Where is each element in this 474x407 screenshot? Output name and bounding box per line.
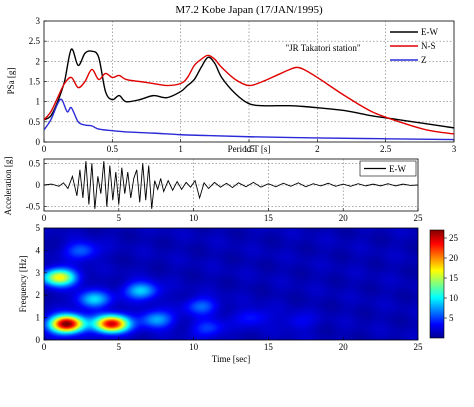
acceleration-ytick-label: 0 bbox=[36, 180, 41, 190]
heatmap-xlabel: Time [sec] bbox=[212, 354, 250, 364]
heatmap-x-ticks: 0 5 10 15 20 25 bbox=[42, 337, 423, 352]
acceleration-xtick-label: 10 bbox=[189, 213, 199, 223]
spectrum-legend: E-W N-S Z bbox=[390, 27, 438, 65]
colorbar-tick-label: 10 bbox=[449, 293, 459, 303]
colorbar-tick-label: 20 bbox=[449, 253, 459, 263]
spectrum-series-n-s bbox=[44, 54, 454, 135]
spectrum-xtick-label: 1.5 bbox=[243, 144, 255, 154]
heatmap-plot-area bbox=[44, 228, 418, 340]
acceleration-xtick-label: 15 bbox=[264, 213, 274, 223]
colorbar bbox=[429, 229, 445, 339]
spectrum-xtick-label: 3 bbox=[452, 144, 457, 154]
acceleration-xtick-label: 20 bbox=[339, 213, 349, 223]
acceleration-legend-box bbox=[359, 160, 417, 177]
heatmap-xtick-label: 5 bbox=[117, 342, 122, 352]
spectrum-ytick-label: 2 bbox=[36, 56, 41, 66]
colorbar-tick-label: 15 bbox=[449, 273, 459, 283]
spectrum-ytick-label: 0.5 bbox=[29, 117, 41, 127]
heatmap-xtick-label: 25 bbox=[414, 342, 424, 352]
acceleration-ytick-label: 0.5 bbox=[29, 158, 41, 168]
heatmap-y-ticks: 0 1 2 3 4 5 bbox=[36, 223, 47, 345]
colorbar-tick-label: 5 bbox=[449, 313, 454, 323]
spectrum-xtick-label: 0.5 bbox=[107, 144, 119, 154]
spectrum-y-ticks: 0 0.5 1 1.5 2 2.5 3 bbox=[29, 16, 47, 147]
spectrum-ylabel: PSa [g] bbox=[6, 68, 16, 95]
spectrum-x-ticks: 0 0.5 1 1.5 2 2.5 3 bbox=[42, 139, 457, 154]
spectrum-xtick-label: 0 bbox=[42, 144, 47, 154]
acceleration-xtick-label: 5 bbox=[117, 213, 122, 223]
legend-label-ew: E-W bbox=[421, 27, 438, 37]
legend-label-z: Z bbox=[421, 55, 427, 65]
spectrum-ytick-label: 1.5 bbox=[29, 77, 41, 87]
acceleration-y-ticks: -0.5 0 0.5 bbox=[26, 158, 47, 212]
heatmap-ytick-label: 1 bbox=[36, 313, 41, 323]
spectrum-grid bbox=[44, 21, 454, 142]
spectrum-series-e-w bbox=[44, 48, 454, 129]
heatmap-xtick-label: 0 bbox=[42, 342, 47, 352]
heatmap-ytick-label: 4 bbox=[36, 245, 41, 255]
acceleration-legend: E-W bbox=[359, 160, 417, 177]
spectrum-xtick-label: 2 bbox=[315, 144, 320, 154]
acceleration-xtick-label: 25 bbox=[414, 213, 424, 223]
heatmap-ylabel: Frequency [Hz] bbox=[18, 256, 28, 313]
heatmap-ytick-label: 0 bbox=[36, 335, 41, 345]
acceleration-x-ticks: 0 5 10 15 20 25 bbox=[42, 208, 423, 223]
legend-label-ns: N-S bbox=[421, 41, 436, 51]
acceleration-ytick-label: -0.5 bbox=[26, 202, 41, 212]
heatmap-xtick-label: 20 bbox=[339, 342, 349, 352]
spectrum-xtick-label: 1 bbox=[178, 144, 183, 154]
heatmap-xtick-label: 15 bbox=[264, 342, 274, 352]
acceleration-legend-label: E-W bbox=[389, 164, 406, 174]
acceleration-panel: 0 5 10 15 20 25 -0.500.5 Acceleration [g] E-W bbox=[3, 157, 423, 223]
spectrum-ytick-label: 1 bbox=[36, 97, 41, 107]
station-annotation: "JR Takatori station" bbox=[285, 43, 360, 53]
spectrum-panel: M7.2 Kobe Japan (17/JAN/1995) 0 0.5 1 1.5 2 2… bbox=[6, 4, 457, 154]
spectrum-ytick-label: 0 bbox=[36, 137, 41, 147]
heatmap-ytick-label: 2 bbox=[36, 290, 41, 300]
spectrum-title: M7.2 Kobe Japan (17/JAN/1995) bbox=[175, 4, 323, 16]
spectrum-series-z bbox=[44, 98, 454, 141]
heatmap-xtick-label: 10 bbox=[189, 342, 199, 352]
spectrum-xlabel: Period T [s] bbox=[228, 144, 271, 154]
heatmap-ytick-label: 5 bbox=[36, 223, 41, 233]
heatmap-frame bbox=[43, 227, 419, 341]
heatmap-panel: 0 5 10 15 20 25 0 1 2 3 4 5 Time [sec] Frequency [… bbox=[18, 223, 459, 364]
acceleration-series-ew bbox=[44, 161, 418, 209]
spectrum-xtick-label: 2.5 bbox=[380, 144, 392, 154]
acceleration-ylabel: Acceleration [g] bbox=[3, 157, 13, 216]
spectrum-series bbox=[44, 48, 454, 141]
spectrum-ytick-label: 3 bbox=[36, 16, 41, 26]
colorbar-ticks: 5 10 15 20 25 bbox=[444, 233, 459, 323]
spectrum-ytick-label: 2.5 bbox=[29, 36, 41, 46]
colorbar-tick-label: 25 bbox=[449, 233, 459, 243]
acceleration-xtick-label: 0 bbox=[42, 213, 47, 223]
heatmap-ytick-label: 3 bbox=[36, 268, 41, 278]
acceleration-series bbox=[44, 161, 418, 209]
